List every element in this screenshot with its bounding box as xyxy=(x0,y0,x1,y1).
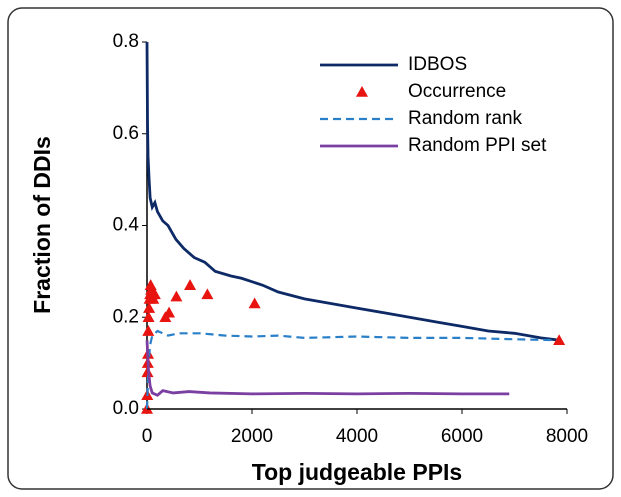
x-tick-label: 4000 xyxy=(336,426,378,447)
x-tick-label: 6000 xyxy=(441,426,483,447)
x-axis-title: Top judgeable PPIs xyxy=(252,459,462,485)
y-tick-label: 0.4 xyxy=(113,215,140,236)
x-tick-label: 2000 xyxy=(231,426,273,447)
x-tick-label: 0 xyxy=(142,426,153,447)
occurrence-marker xyxy=(142,325,155,336)
series-line xyxy=(145,340,510,397)
legend-label: Random rank xyxy=(408,108,523,129)
legend-label: Occurrence xyxy=(408,81,506,102)
y-tick-label: 0.0 xyxy=(113,398,139,419)
occurrence-marker xyxy=(170,290,183,302)
series-line xyxy=(145,329,557,410)
y-tick-label: 0.2 xyxy=(113,306,139,327)
chart-frame xyxy=(7,7,614,490)
occurrence-marker xyxy=(142,311,155,323)
occurrence-marker xyxy=(144,279,157,290)
occurrence-marker xyxy=(201,288,214,300)
occurrence-marker xyxy=(553,334,566,345)
legend-label: IDBOS xyxy=(408,54,467,75)
y-tick-label: 0.8 xyxy=(113,31,139,52)
y-axis-title: Fraction of DDIs xyxy=(29,136,55,314)
x-tick-label: 8000 xyxy=(546,426,588,447)
legend-label: Random PPI set xyxy=(408,135,547,156)
occurrence-marker xyxy=(143,302,156,313)
y-tick-label: 0.6 xyxy=(113,123,139,144)
series-line xyxy=(145,41,560,342)
occurrence-marker xyxy=(248,297,261,309)
occurrence-marker xyxy=(163,306,176,318)
occurrence-marker xyxy=(148,288,161,300)
legend-marker xyxy=(356,86,368,97)
occurrence-marker xyxy=(184,279,197,290)
